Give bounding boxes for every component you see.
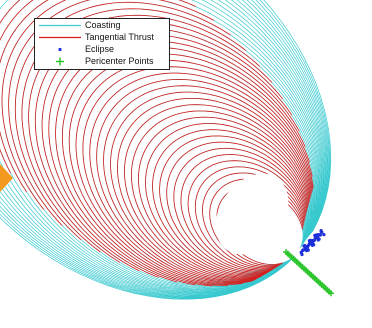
thrust-arc <box>117 98 311 280</box>
legend-item-eclipse: Eclipse <box>35 44 169 55</box>
eclipse-dot <box>318 233 322 237</box>
thrust-arc <box>48 34 293 283</box>
coasting-arc <box>62 47 317 287</box>
thrust-arc <box>8 0 214 226</box>
pericenter-plus-icon <box>56 57 64 66</box>
thrust-arc <box>130 110 310 279</box>
pericenter-marker <box>328 290 334 297</box>
coasting-arc <box>0 0 330 299</box>
coasting-arc <box>0 0 332 300</box>
thrust-arc <box>110 91 312 281</box>
coasting-arc <box>0 0 330 299</box>
eclipse-dot-icon <box>58 47 62 52</box>
pericenter-points <box>283 249 334 297</box>
thrust-arc <box>123 104 311 280</box>
thrust-arc <box>152 129 308 276</box>
thrust-arc <box>137 116 310 278</box>
eclipse-dot <box>322 233 326 237</box>
legend: Coasting Tangential Thrust Eclipse Peric… <box>34 18 170 70</box>
central-body-hole <box>215 173 289 255</box>
eclipse-dot <box>299 250 303 255</box>
eclipse-dot <box>310 239 314 243</box>
thrust-arc <box>0 0 34 174</box>
thrust-arc <box>180 154 306 272</box>
coasting-arc <box>0 0 325 296</box>
eclipse-dot <box>316 233 320 237</box>
eclipse-dot <box>310 241 315 245</box>
thrust-arc <box>55 40 300 286</box>
thrust-arc <box>96 78 313 283</box>
thrust-arc <box>0 0 49 193</box>
thrust-arc <box>62 47 306 287</box>
legend-label-pericenter: Pericenter Points <box>85 56 154 66</box>
legend-item-thrust: Tangential Thrust <box>35 32 169 43</box>
eclipse-dot <box>301 248 305 252</box>
thrust-arc <box>103 85 312 282</box>
thrust-arc <box>89 72 314 284</box>
legend-item-coasting: Coasting <box>35 20 169 31</box>
thrust-arc <box>0 0 21 24</box>
eclipse-dot <box>305 245 309 249</box>
eclipse-points <box>299 229 326 257</box>
thrust-arc <box>166 141 307 274</box>
coasting-arc <box>0 0 331 300</box>
eclipse-dot <box>307 242 311 246</box>
coasting-arc <box>0 0 327 297</box>
legend-label-coasting: Coasting <box>85 20 121 30</box>
thrust-arc <box>82 66 314 285</box>
thrust-line-icon <box>39 36 81 39</box>
thrust-arc <box>187 160 306 271</box>
thrust-arc <box>173 147 307 273</box>
coasting-arc <box>0 0 328 298</box>
coasting-line-icon <box>39 24 81 27</box>
thrust-arc <box>159 135 308 275</box>
legend-label-thrust: Tangential Thrust <box>85 32 154 42</box>
legend-label-eclipse: Eclipse <box>85 44 115 54</box>
thrust-arc <box>75 59 313 286</box>
coasting-arc <box>0 0 327 297</box>
eclipse-dot <box>319 230 323 234</box>
thrust-arc <box>1 0 196 210</box>
eclipse-dot <box>316 235 320 239</box>
coasting-arc <box>0 0 329 298</box>
orange-arrow-tab-icon <box>0 164 13 192</box>
thrust-arc <box>145 123 309 277</box>
legend-item-pericenter: Pericenter Points <box>35 56 169 67</box>
coasting-arc <box>0 0 326 296</box>
thrust-arc <box>68 53 310 286</box>
